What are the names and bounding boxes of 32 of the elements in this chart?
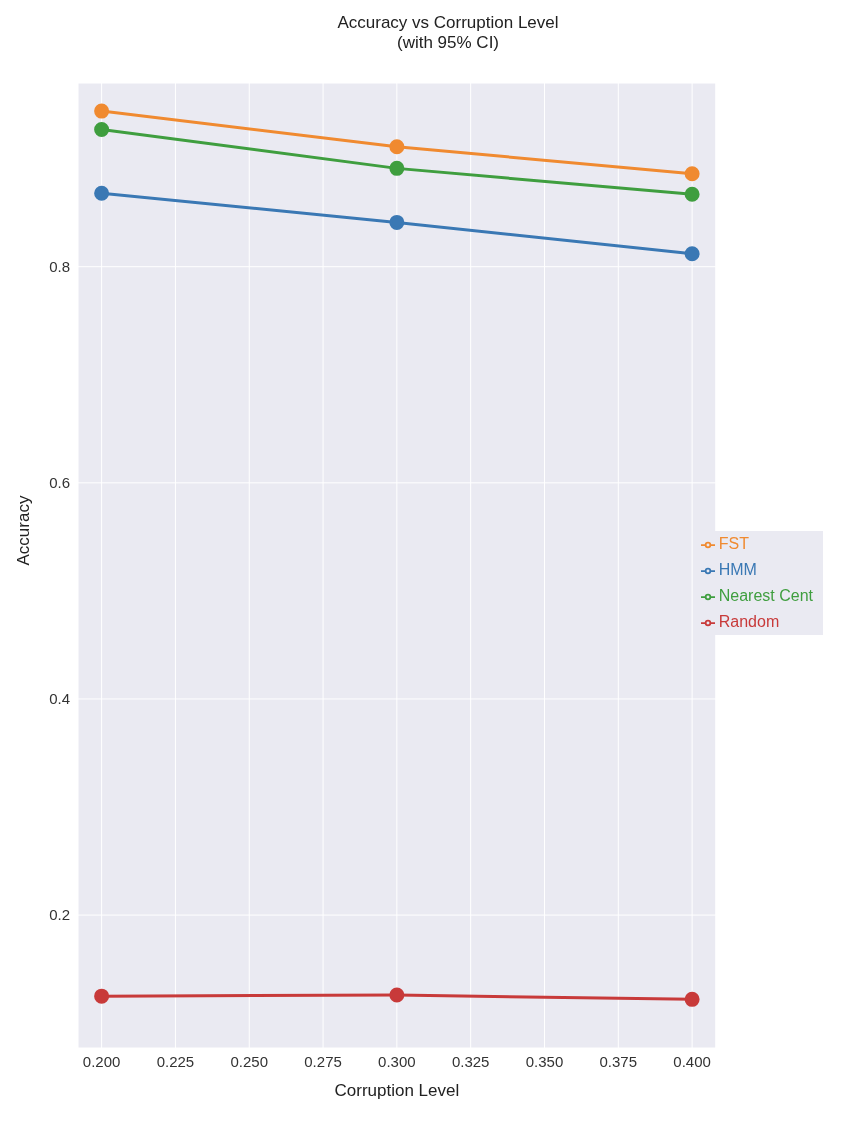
- point: [389, 139, 405, 155]
- point: [94, 988, 110, 1004]
- legend-label: HMM: [718, 561, 757, 578]
- x-tick-label: 0.325: [451, 1052, 490, 1070]
- y-tick-label: 0.8: [49, 258, 70, 276]
- x-tick-label: 0.250: [230, 1052, 269, 1070]
- y-axis-title: Accuracy: [14, 495, 34, 566]
- x-tick-label: 0.225: [156, 1052, 195, 1070]
- x-tick-label: 0.400: [673, 1052, 711, 1070]
- point: [389, 987, 405, 1003]
- x-axis-title: Corruption Level: [334, 1081, 460, 1100]
- point: [94, 103, 110, 119]
- legend-label: Random: [718, 613, 780, 630]
- y-tick-label: 0.4: [49, 690, 70, 708]
- x-tick-label: 0.350: [525, 1052, 564, 1070]
- chart-title: Accuracy vs Corruption Level (with 95% CI): [337, 13, 559, 52]
- x-tick-label: 0.375: [599, 1052, 638, 1070]
- x-tick-label: 0.300: [378, 1052, 416, 1070]
- x-tick-label: 0.200: [82, 1052, 121, 1070]
- point: [389, 214, 405, 230]
- x-tick-label: 0.275: [304, 1052, 342, 1070]
- point: [684, 166, 700, 182]
- point: [684, 186, 700, 202]
- legend-label: FST: [718, 535, 749, 552]
- legend-label: Nearest Cent: [718, 587, 813, 604]
- y-tick-label: 0.2: [49, 906, 70, 924]
- point: [94, 121, 110, 137]
- point: [389, 160, 405, 176]
- point: [94, 185, 110, 201]
- y-tick-label: 0.6: [49, 474, 70, 492]
- point: [684, 246, 700, 262]
- point: [684, 991, 700, 1007]
